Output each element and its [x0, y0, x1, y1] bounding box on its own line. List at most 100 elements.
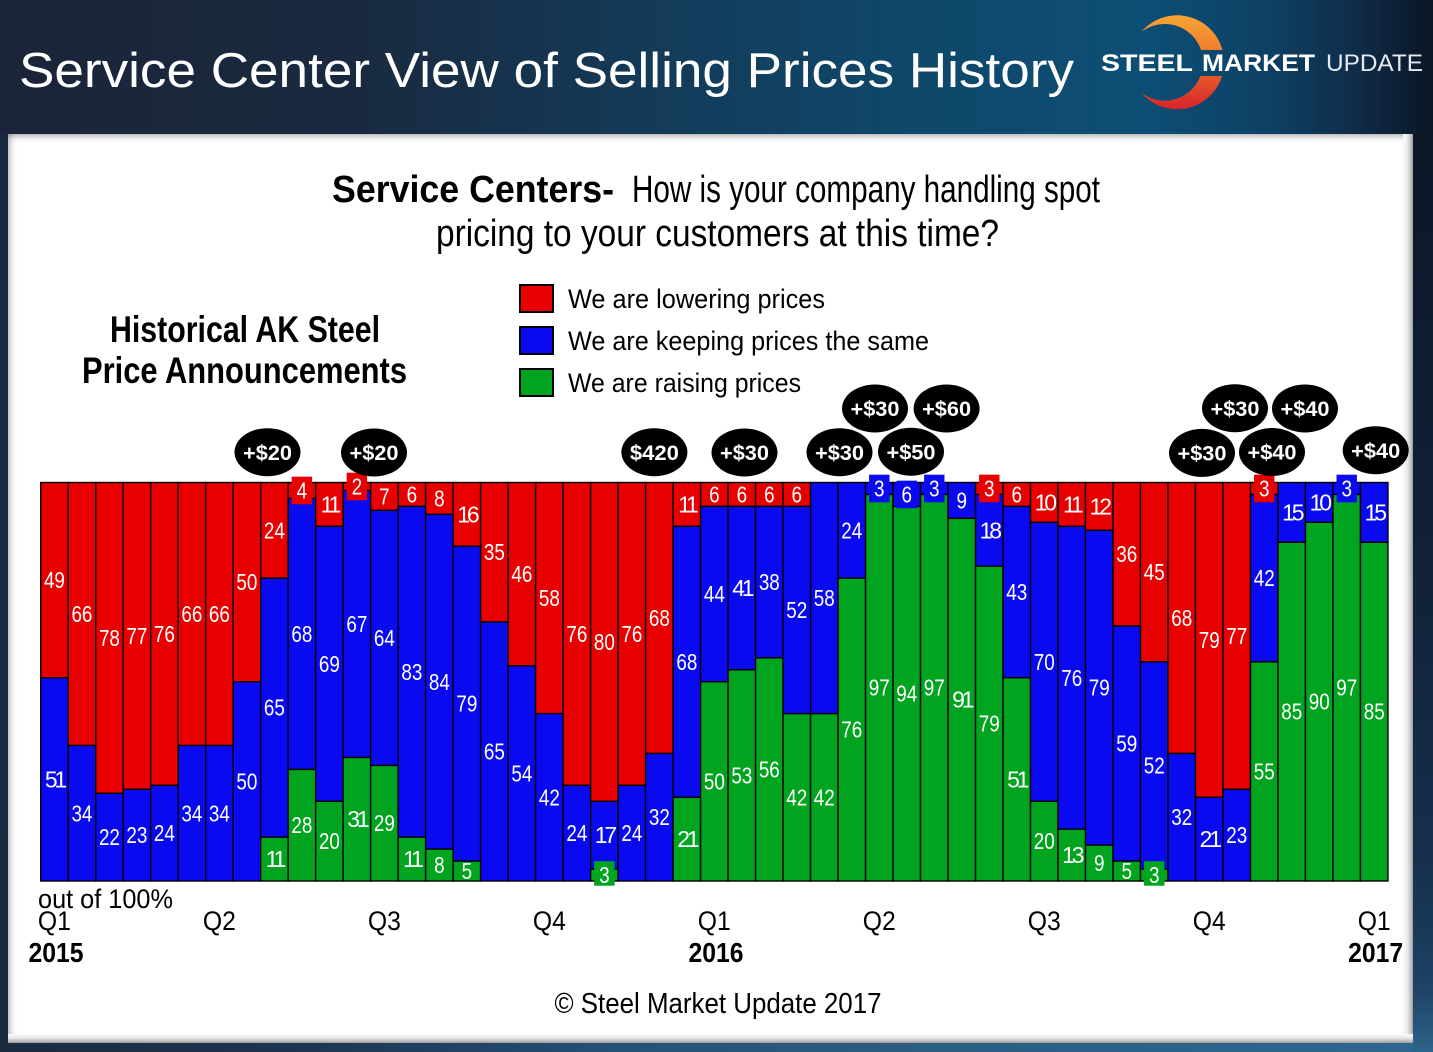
- svg-text:11: 11: [321, 491, 341, 517]
- svg-text:Service Centers-: Service Centers-: [332, 169, 614, 211]
- svg-text:24: 24: [841, 517, 862, 543]
- svg-text:50: 50: [704, 768, 725, 794]
- svg-text:9: 9: [1094, 850, 1105, 876]
- svg-text:51: 51: [45, 766, 67, 792]
- svg-text:8: 8: [434, 485, 445, 511]
- svg-text:MARKET: MARKET: [1202, 50, 1315, 77]
- svg-text:11: 11: [403, 846, 423, 872]
- svg-text:4: 4: [297, 477, 308, 503]
- svg-text:+$40: +$40: [1351, 439, 1400, 463]
- svg-text:76: 76: [621, 621, 642, 647]
- svg-text:43: 43: [1006, 579, 1027, 605]
- svg-text:45: 45: [1144, 559, 1165, 585]
- svg-text:23: 23: [126, 822, 147, 848]
- svg-text:20: 20: [319, 828, 340, 854]
- svg-text:49: 49: [44, 567, 65, 593]
- svg-text:STEEL: STEEL: [1101, 50, 1193, 77]
- svg-text:32: 32: [649, 804, 670, 830]
- svg-text:2: 2: [352, 473, 363, 499]
- svg-text:We are keeping prices the same: We are keeping prices the same: [568, 326, 929, 356]
- svg-text:18: 18: [980, 517, 1002, 543]
- svg-text:68: 68: [676, 649, 697, 675]
- svg-text:10: 10: [1035, 489, 1057, 515]
- svg-text:41: 41: [732, 575, 754, 601]
- svg-text:out of 100%: out of 100%: [38, 884, 173, 914]
- svg-text:31: 31: [347, 806, 369, 832]
- svg-text:Q4: Q4: [533, 906, 566, 936]
- svg-text:80: 80: [594, 629, 615, 655]
- svg-text:76: 76: [566, 621, 587, 647]
- svg-text:79: 79: [456, 691, 477, 717]
- svg-text:3: 3: [874, 475, 885, 501]
- svg-text:Q4: Q4: [1193, 906, 1226, 936]
- svg-text:52: 52: [786, 597, 807, 623]
- svg-text:11: 11: [1063, 491, 1083, 517]
- svg-text:69: 69: [319, 651, 340, 677]
- svg-text:11: 11: [266, 846, 286, 872]
- svg-text:+$40: +$40: [1248, 441, 1297, 465]
- svg-text:+$30: +$30: [1178, 442, 1227, 466]
- svg-text:78: 78: [99, 625, 120, 651]
- svg-text:94: 94: [896, 681, 917, 707]
- svg-text:79: 79: [979, 711, 1000, 737]
- svg-text:How is your company handling s: How is your company handling spot: [632, 169, 1100, 211]
- svg-text:21: 21: [1200, 826, 1222, 852]
- svg-text:We are lowering prices: We are lowering prices: [568, 284, 825, 314]
- svg-text:77: 77: [1226, 623, 1247, 649]
- svg-text:55: 55: [1254, 758, 1275, 784]
- svg-text:7: 7: [379, 483, 390, 509]
- svg-text:22: 22: [99, 824, 120, 850]
- svg-text:Q3: Q3: [368, 906, 401, 936]
- svg-text:+$30: +$30: [1211, 397, 1260, 421]
- svg-text:3: 3: [1341, 475, 1352, 501]
- svg-text:65: 65: [264, 695, 285, 721]
- svg-text:Historical AK Steel: Historical AK Steel: [110, 309, 380, 350]
- svg-text:76: 76: [841, 717, 862, 743]
- svg-text:9: 9: [957, 487, 968, 513]
- svg-text:70: 70: [1034, 649, 1055, 675]
- svg-text:53: 53: [731, 762, 752, 788]
- svg-text:36: 36: [1116, 541, 1137, 567]
- svg-text:5: 5: [1122, 858, 1133, 884]
- svg-text:20: 20: [1034, 828, 1055, 854]
- svg-text:© Steel Market Update 2017: © Steel Market Update 2017: [555, 988, 882, 1020]
- svg-text:2017: 2017: [1348, 937, 1403, 968]
- svg-text:Q1: Q1: [38, 906, 71, 936]
- svg-text:11: 11: [678, 491, 698, 517]
- svg-text:90: 90: [1309, 689, 1330, 715]
- svg-text:23: 23: [1226, 822, 1247, 848]
- svg-text:+$20: +$20: [350, 441, 399, 465]
- svg-text:+$30: +$30: [851, 397, 900, 421]
- svg-text:34: 34: [71, 800, 92, 826]
- svg-text:Q1: Q1: [1358, 906, 1391, 936]
- svg-text:97: 97: [924, 675, 945, 701]
- svg-text:3: 3: [984, 475, 995, 501]
- svg-text:Q2: Q2: [203, 906, 236, 936]
- svg-text:66: 66: [71, 601, 92, 627]
- svg-text:34: 34: [209, 800, 230, 826]
- svg-text:pricing to your customers at t: pricing to your customers at this time?: [436, 213, 999, 255]
- svg-text:$420: $420: [630, 441, 679, 465]
- svg-text:24: 24: [154, 820, 175, 846]
- svg-text:12: 12: [1090, 493, 1112, 519]
- svg-text:97: 97: [869, 675, 890, 701]
- svg-text:+$30: +$30: [720, 441, 769, 465]
- svg-text:3: 3: [599, 862, 610, 888]
- svg-text:13: 13: [1062, 842, 1084, 868]
- svg-text:79: 79: [1199, 627, 1220, 653]
- svg-text:5: 5: [462, 858, 473, 884]
- svg-text:52: 52: [1144, 752, 1165, 778]
- svg-text:6: 6: [407, 481, 418, 507]
- svg-text:We are raising prices: We are raising prices: [568, 368, 801, 398]
- svg-text:66: 66: [209, 601, 230, 627]
- svg-text:6: 6: [764, 481, 775, 507]
- svg-text:Service Center View of Selling: Service Center View of Selling Prices Hi…: [19, 44, 1075, 98]
- svg-text:2016: 2016: [689, 937, 744, 968]
- svg-text:+$20: +$20: [243, 441, 292, 465]
- svg-text:6: 6: [1012, 481, 1023, 507]
- svg-text:24: 24: [621, 820, 642, 846]
- svg-text:6: 6: [902, 481, 913, 507]
- svg-text:58: 58: [814, 585, 835, 611]
- svg-text:77: 77: [126, 623, 147, 649]
- svg-text:Price Announcements: Price Announcements: [82, 350, 407, 391]
